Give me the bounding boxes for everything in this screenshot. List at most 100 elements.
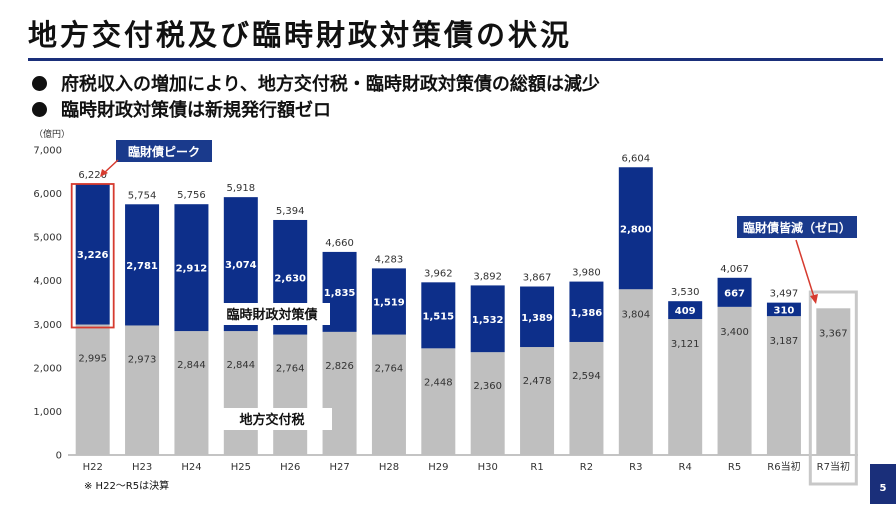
data-label-navy: 3,074 <box>225 260 257 271</box>
x-tick-label: R6当初 <box>767 460 800 473</box>
data-label-gray: 2,826 <box>325 361 354 372</box>
x-tick-label: H25 <box>231 462 251 473</box>
data-label-gray: 2,844 <box>177 360 206 371</box>
peak-callout-text: 臨財債ピーク <box>128 144 200 159</box>
series-label-navy: 臨時財政対策債 <box>226 307 317 323</box>
bar-rinji-zaisei <box>470 285 505 353</box>
x-tick-label: H22 <box>83 462 103 473</box>
series-label-box-gray <box>222 408 332 430</box>
data-label-total: 3,980 <box>572 268 601 279</box>
bar-rinji-zaisei <box>174 204 209 332</box>
x-tick-label: H28 <box>379 462 399 473</box>
data-label-navy: 1,835 <box>324 288 356 299</box>
bar-rinji-zaisei <box>766 302 801 317</box>
bar-chihou-koufuzei <box>618 289 653 455</box>
bar-rinji-zaisei <box>618 167 653 290</box>
data-label-total: 3,497 <box>770 289 799 300</box>
data-label-navy: 2,800 <box>620 224 652 235</box>
y-tick-label: 7,000 <box>33 146 62 157</box>
zero-highlight-frame <box>808 290 858 486</box>
data-label-gray: 2,995 <box>78 354 107 365</box>
bar-chihou-koufuzei <box>273 334 308 455</box>
data-label-total: 6,604 <box>621 153 650 164</box>
x-tick-label: R3 <box>629 462 642 473</box>
data-label-navy: 1,386 <box>571 308 603 319</box>
data-label-total: 6,220 <box>78 170 107 181</box>
data-label-total: 5,394 <box>276 206 305 217</box>
data-label-gray: 3,121 <box>671 339 700 350</box>
bar-chihou-koufuzei <box>569 341 604 455</box>
bar-chihou-koufuzei <box>668 319 703 455</box>
data-label-total: 4,283 <box>375 254 404 265</box>
bar-chihou-koufuzei <box>371 334 406 455</box>
y-tick-label: 2,000 <box>33 363 62 374</box>
data-label-total: 3,892 <box>473 271 502 282</box>
page-number: 5 <box>870 464 896 504</box>
data-label-navy: 2,781 <box>126 261 158 272</box>
data-label-gray: 2,448 <box>424 377 453 388</box>
title-underline <box>28 58 883 61</box>
data-label-total: 3,867 <box>523 273 552 284</box>
bar-chihou-koufuzei <box>520 347 555 455</box>
bar-rinji-zaisei <box>421 282 456 349</box>
x-tick-label: H30 <box>478 462 498 473</box>
bar-chihou-koufuzei <box>223 331 258 455</box>
x-tick-label: R1 <box>530 462 543 473</box>
bar-rinji-zaisei <box>75 183 110 325</box>
bar-chihou-koufuzei <box>717 306 752 455</box>
page-title: 地方交付税及び臨時財政対策債の状況 <box>28 18 573 52</box>
data-label-navy: 667 <box>724 288 745 299</box>
data-label-gray: 3,400 <box>720 327 749 338</box>
bar-chihou-koufuzei <box>174 331 209 455</box>
data-label-navy: 2,630 <box>274 273 306 284</box>
data-label-gray: 2,973 <box>128 354 157 365</box>
x-tick-label: R4 <box>679 462 692 473</box>
bar-chihou-koufuzei <box>75 324 110 455</box>
data-label-gray: 2,764 <box>375 364 404 375</box>
data-label-navy: 409 <box>675 306 696 317</box>
x-tick-label: R2 <box>580 462 593 473</box>
x-tick-label: H27 <box>329 462 349 473</box>
data-label-total: 4,660 <box>325 238 354 249</box>
data-label-gray: 2,360 <box>473 381 502 392</box>
y-tick-label: 0 <box>56 451 62 462</box>
data-label-total: 5,918 <box>226 183 255 194</box>
data-label-navy: 1,532 <box>472 315 504 326</box>
y-tick-label: 4,000 <box>33 276 62 287</box>
peak-arrow-head-icon <box>100 169 108 177</box>
bar-chihou-koufuzei <box>421 348 456 455</box>
data-label-navy: 3,226 <box>77 250 109 261</box>
footnote: ※ H22〜R5は決算 <box>84 481 170 492</box>
bar-rinji-zaisei <box>371 268 406 335</box>
data-label-navy: 1,515 <box>422 311 454 322</box>
bullet-2: 臨時財政対策債は新規発行額ゼロ <box>32 96 331 122</box>
bar-chihou-koufuzei <box>125 325 160 455</box>
y-tick-label: 6,000 <box>33 189 62 200</box>
data-label-gray: 3,187 <box>770 336 799 347</box>
data-label-total: 3,530 <box>671 287 700 298</box>
data-label-gray: 2,844 <box>226 360 255 371</box>
bullet-dot-icon <box>32 76 47 91</box>
data-label-gray: 2,594 <box>572 371 601 382</box>
data-label-gray: 2,764 <box>276 364 305 375</box>
series-label-box-navy <box>214 303 330 325</box>
peak-callout-box <box>116 140 212 162</box>
bar-rinji-zaisei <box>520 286 555 348</box>
bar-rinji-zaisei <box>125 204 160 326</box>
series-label-gray: 地方交付税 <box>239 412 304 428</box>
zero-callout-box <box>737 216 857 238</box>
data-label-total: 4,067 <box>720 264 749 275</box>
x-tick-label: R5 <box>728 462 741 473</box>
bar-rinji-zaisei <box>717 277 752 307</box>
bullet-1: 府税収入の増加により、地方交付税・臨時財政対策債の総額は減少 <box>32 70 600 96</box>
x-tick-label: H26 <box>280 462 300 473</box>
bar-chihou-koufuzei <box>816 308 851 455</box>
zero-callout-text: 臨財債皆減（ゼロ） <box>743 220 851 235</box>
bullet-2-text: 臨時財政対策債は新規発行額ゼロ <box>61 100 331 121</box>
y-tick-label: 3,000 <box>33 320 62 331</box>
y-tick-label: 1,000 <box>33 407 62 418</box>
data-label-navy: 1,519 <box>373 297 405 308</box>
x-tick-label: H23 <box>132 462 152 473</box>
bar-rinji-zaisei <box>569 281 604 342</box>
